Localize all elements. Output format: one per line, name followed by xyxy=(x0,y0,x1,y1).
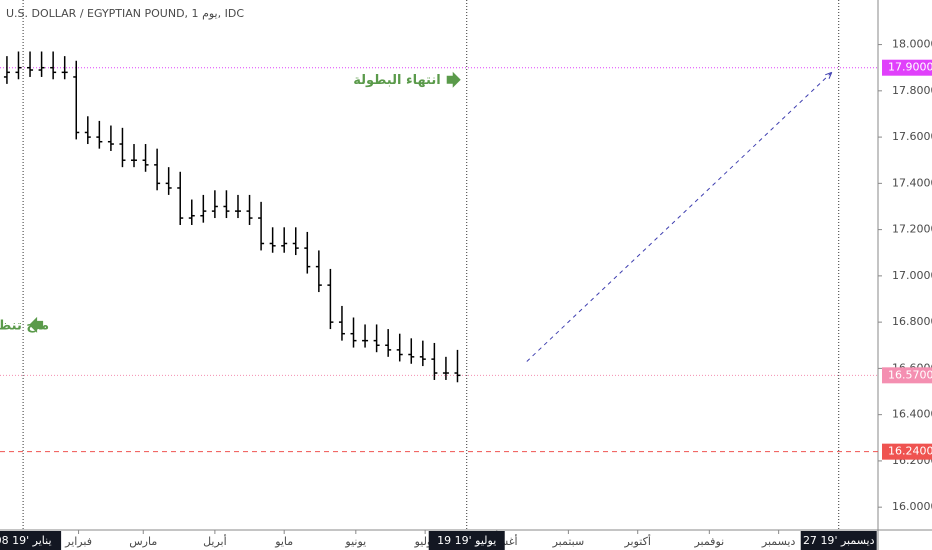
x-tick-label: فبراير xyxy=(64,535,92,548)
y-tick-label: 17.4000 xyxy=(892,176,932,189)
date-label-bg xyxy=(800,531,877,550)
y-tick-label: 16.0000 xyxy=(892,500,932,513)
x-tick-label: سبتمبر xyxy=(552,535,585,548)
annotation-arrow xyxy=(29,316,44,333)
y-tick-label: 16.4000 xyxy=(892,408,932,421)
level-label: 16.5700 xyxy=(888,368,932,381)
level-label: 16.2400 xyxy=(888,445,932,458)
annotation: انتهاء البطولة xyxy=(353,73,441,88)
y-tick-label: 17.8000 xyxy=(892,84,932,97)
y-tick-label: 17.2000 xyxy=(892,223,932,236)
y-tick-label: 17.0000 xyxy=(892,269,932,282)
trend-line xyxy=(526,71,833,362)
x-tick-label: يونيو xyxy=(344,535,366,548)
date-label: 08 يناير '19 xyxy=(0,534,52,547)
level-label-bg xyxy=(882,443,932,460)
date-label-bg xyxy=(428,531,505,550)
y-tick-label: 16.8000 xyxy=(892,315,932,328)
x-tick-label: أبريل xyxy=(203,534,227,548)
date-label: 27 ديسمبر '19 xyxy=(803,534,875,547)
y-tick-label: 18.0000 xyxy=(892,38,932,51)
x-tick-label: أكتوبر xyxy=(623,534,650,548)
x-tick-label: مارس xyxy=(129,535,157,548)
x-tick-label: نوفمبر xyxy=(693,535,724,548)
x-tick-label: ديسمبر xyxy=(761,535,796,548)
level-label: 17.9000 xyxy=(888,61,932,74)
annotation-arrow xyxy=(446,71,461,88)
x-tick-label: مايو xyxy=(274,535,293,548)
date-label: 19 يوليو '19 xyxy=(437,534,496,547)
chart-title: U.S. DOLLAR / EGYPTIAN POUND, 1 يوم, IDC xyxy=(6,7,244,20)
annotation: منح تنظيم البطولة لمصر xyxy=(0,318,49,333)
date-label-bg xyxy=(0,531,62,550)
level-label-bg xyxy=(882,59,932,76)
trend-arrowhead xyxy=(825,71,833,79)
y-tick-label: 17.6000 xyxy=(892,130,932,143)
level-label-bg xyxy=(882,367,932,384)
